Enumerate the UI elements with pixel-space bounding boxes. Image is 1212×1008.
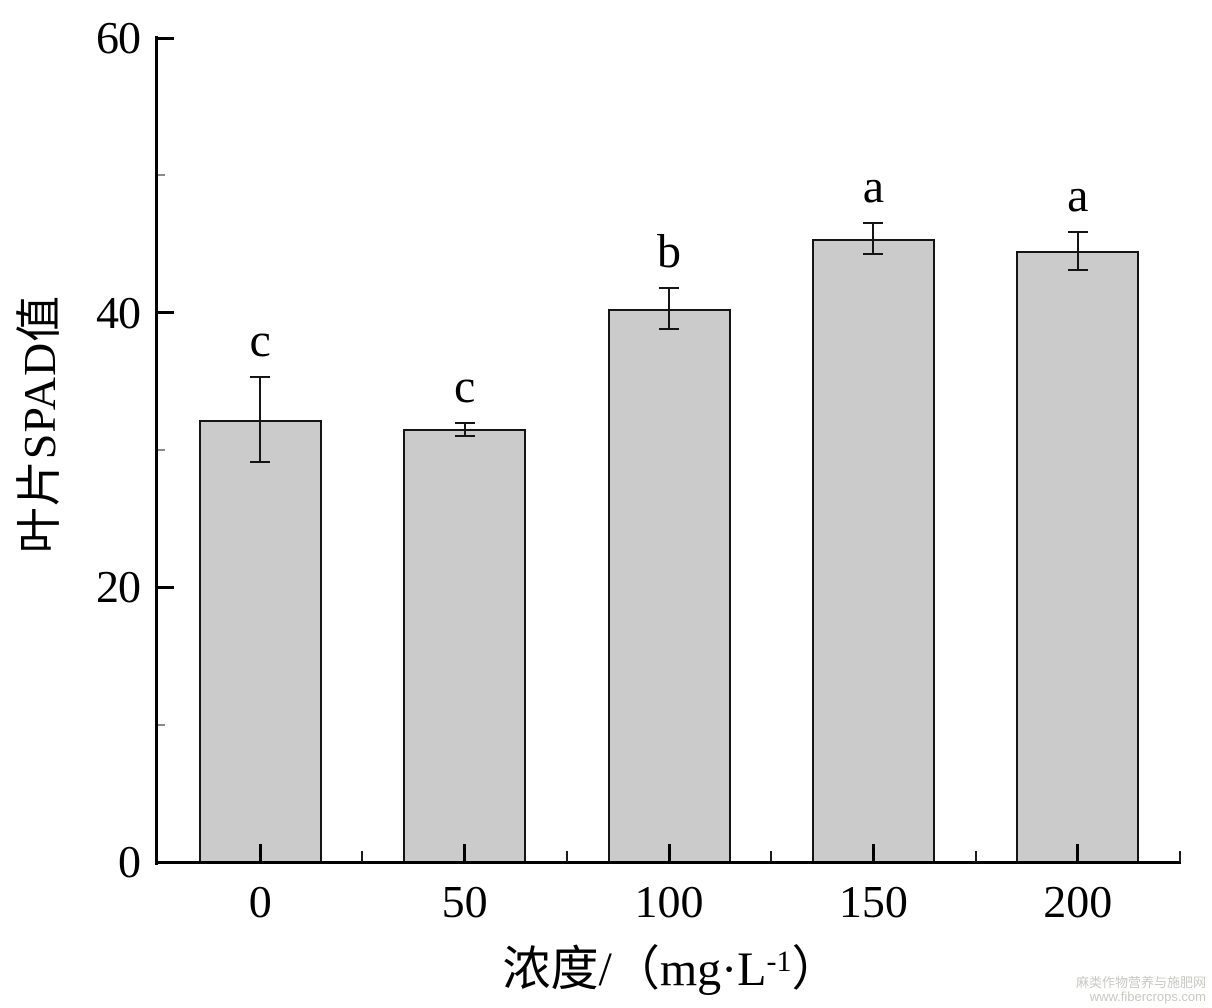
error-bar-cap-top (1067, 230, 1088, 233)
error-bar-line (872, 223, 875, 254)
sig-letter: c (453, 359, 476, 413)
y-axis-title: 叶片SPAD值 (14, 294, 65, 554)
error-bar-line (668, 287, 670, 330)
y-minor-tick (158, 174, 165, 177)
x-tick-label: 200 (1043, 876, 1113, 927)
x-axis-title-text: 浓度/（mg·L (502, 943, 767, 996)
error-bar-cap-bottom (659, 328, 679, 331)
bar (403, 429, 527, 864)
error-bar-cap-bottom (863, 252, 884, 255)
bar (198, 419, 322, 864)
bar (607, 308, 731, 864)
y-tick-label: 60 (96, 12, 141, 63)
error-bar-cap-bottom (250, 461, 271, 464)
sig-letter: a (1067, 168, 1089, 222)
y-tick (158, 311, 174, 315)
x-tick-label: 100 (634, 876, 704, 927)
x-tick-label: 0 (248, 876, 272, 927)
watermark-url: www.fibercrops.com (1089, 989, 1206, 1004)
error-bar-cap-top (454, 421, 475, 424)
x-minor-tick (565, 851, 568, 862)
y-minor-tick (158, 449, 165, 451)
x-tick (871, 844, 875, 862)
error-bar-cap-top (250, 376, 271, 379)
sig-letter: a (862, 160, 885, 214)
x-tick-label: 50 (441, 876, 488, 927)
x-axis-title: 浓度/（mg·L-1） (503, 929, 840, 999)
y-minor-tick (158, 723, 165, 726)
x-tick-label: 150 (838, 876, 908, 927)
error-bar-line (463, 422, 466, 437)
x-axis-line (155, 861, 1181, 864)
x-tick (667, 844, 671, 862)
error-bar-cap-bottom (454, 435, 475, 438)
x-minor-tick (361, 851, 364, 862)
sig-letter: b (657, 224, 681, 278)
x-axis-title-closing: ） (791, 943, 840, 996)
y-tick (158, 36, 174, 40)
x-tick (258, 844, 262, 862)
x-tick (1076, 844, 1080, 862)
sig-letter: c (249, 314, 271, 368)
error-bar-line (1076, 231, 1079, 271)
x-minor-tick (974, 851, 977, 862)
x-minor-tick (770, 851, 773, 862)
bar (811, 238, 935, 864)
bar (1016, 250, 1140, 864)
x-axis-title-superscript: -1 (766, 945, 792, 978)
x-minor-tick (1179, 851, 1181, 862)
error-bar-cap-bottom (1067, 269, 1088, 272)
y-tick (158, 860, 174, 864)
y-tick-label: 0 (118, 836, 141, 887)
y-tick-label: 40 (96, 286, 141, 338)
watermark: 麻类作物营养与施肥网 www.fibercrops.com (1076, 976, 1206, 1004)
x-tick (463, 844, 467, 862)
y-tick (158, 585, 174, 589)
y-tick-label: 20 (96, 561, 141, 613)
error-bar-cap-top (863, 222, 884, 225)
watermark-site-name: 麻类作物营养与施肥网 (1075, 975, 1206, 990)
error-bar-cap-top (659, 286, 679, 289)
error-bar-line (259, 377, 262, 463)
y-axis-line (155, 36, 158, 865)
